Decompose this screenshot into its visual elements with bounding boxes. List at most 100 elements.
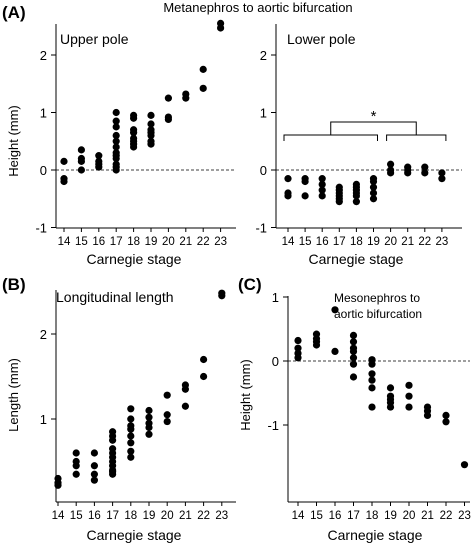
data-point-A-upper-10 [95,163,103,171]
x-tick-label-B-20: 20 [161,510,174,522]
data-point-C-8 [331,306,339,314]
data-point-B-3 [72,449,80,457]
data-point-B-33 [145,423,153,432]
x-tick-label-A-upper-22: 22 [197,236,210,248]
data-point-A-lower-33 [421,163,429,171]
data-point-A-upper-40 [164,115,172,123]
data-point-A-lower-25 [369,189,378,197]
data-point-B-30 [145,406,153,415]
x-tick-label-A-upper-15: 15 [75,236,88,248]
data-point-B-27 [127,439,135,447]
data-point-A-upper-24 [130,114,138,122]
data-point-C-19 [368,370,376,378]
data-point-C-1 [294,344,302,352]
x-tick-label-B-21: 21 [179,510,192,522]
data-point-B-8 [90,462,98,470]
data-point-C-10 [349,331,358,339]
y-tick-label-C-0: 0 [272,354,279,369]
data-point-A-lower-4 [301,177,309,186]
data-point-C-36 [460,461,469,469]
data-point-B-35 [163,391,171,399]
data-point-A-upper-37 [147,140,155,148]
data-point-A-upper-2 [60,177,68,186]
data-point-A-upper-7 [95,152,103,160]
bracket-top [330,121,417,135]
x-tick-label-C-19: 19 [384,510,397,522]
bracket-left [283,134,378,141]
data-point-C-13 [349,347,358,355]
data-point-A-lower-24 [369,183,378,191]
data-point-A-upper-22 [112,166,120,174]
data-point-B-10 [90,476,98,484]
y-tick-label-A-upper-2: 2 [40,48,47,63]
data-point-C-35 [442,418,450,426]
data-point-A-upper-31 [147,111,155,119]
data-point-A-lower-0 [284,175,292,183]
x-tick-label-C-17: 17 [347,510,360,522]
data-point-A-lower-27 [387,160,395,168]
data-point-B-44 [218,292,226,300]
x-tick-label-B-17: 17 [106,510,119,522]
x-tick-label-C-23: 23 [458,510,471,522]
panel-label-b: (B) [2,275,26,294]
x-tick-label-A-lower-18: 18 [350,236,363,248]
data-point-A-lower-36 [438,175,446,183]
panel-b: (B) Longitudinal length Length (mm) 1 2 14… [2,275,236,543]
data-point-B-36 [163,411,171,419]
data-point-A-lower-32 [404,169,412,177]
data-point-A-upper-0 [60,157,68,165]
x-tick-label-B-14: 14 [52,510,65,522]
data-point-B-25 [127,425,135,433]
x-tick-label-C-21: 21 [421,510,434,522]
data-point-A-lower-7 [318,180,326,188]
data-point-C-16 [349,373,358,381]
panel-c-xlabel: Carnegie stage [328,527,423,543]
data-point-A-upper-13 [112,123,120,131]
panel-c-title-line1: Mesonephros to [334,291,420,305]
data-point-A-upper-44 [199,84,207,92]
data-point-B-41 [200,355,208,364]
panel-label-c: (C) [238,275,262,294]
panel-a-upper: (A) Upper pole Height (mm) -1 0 1 2 14 15 16 17… [2,3,236,248]
data-point-C-3 [294,354,302,362]
data-point-B-39 [181,385,189,393]
data-point-A-upper-46 [217,24,225,32]
data-point-A-lower-15 [335,198,343,206]
y-tick-label-A-lower-2: 2 [260,48,267,63]
data-point-B-34 [145,430,153,438]
data-point-C-22 [368,403,376,411]
data-point-A-upper-32 [147,120,155,128]
data-point-C-34 [442,411,450,419]
data-point-A-upper-15 [112,137,120,145]
data-point-A-lower-26 [369,195,378,203]
x-tick-label-A-upper-19: 19 [145,236,158,248]
x-tick-label-B-22: 22 [197,510,210,522]
data-point-B-6 [72,470,80,478]
data-point-A-upper-14 [112,131,120,140]
data-point-C-28 [405,381,413,389]
panel-c-ylabel: Height (mm) [238,359,253,431]
data-point-C-27 [386,403,395,411]
x-tick-label-A-lower-16: 16 [316,236,329,248]
data-point-A-lower-8 [318,186,326,194]
x-tick-label-A-lower-14: 14 [282,236,295,248]
x-tick-label-B-18: 18 [124,510,137,522]
data-point-B-9 [90,470,98,478]
data-point-A-lower-2 [284,192,292,200]
x-tick-label-C-14: 14 [292,510,305,522]
x-tick-label-C-16: 16 [329,510,342,522]
data-point-B-2 [54,481,62,489]
data-point-C-23 [386,384,395,392]
data-point-C-20 [368,376,376,384]
data-point-C-18 [368,360,376,368]
data-point-B-28 [127,447,135,455]
data-point-A-upper-26 [130,129,138,137]
data-point-A-upper-11 [112,108,120,117]
x-tick-label-C-18: 18 [366,510,379,522]
data-point-A-lower-29 [387,166,395,174]
x-tick-label-A-upper-16: 16 [92,236,105,248]
data-point-A-upper-3 [77,146,85,154]
panel-c-title-line2: aortic bifurcation [334,307,422,321]
data-point-A-upper-42 [182,94,190,102]
x-tick-label-A-lower-21: 21 [401,236,414,248]
